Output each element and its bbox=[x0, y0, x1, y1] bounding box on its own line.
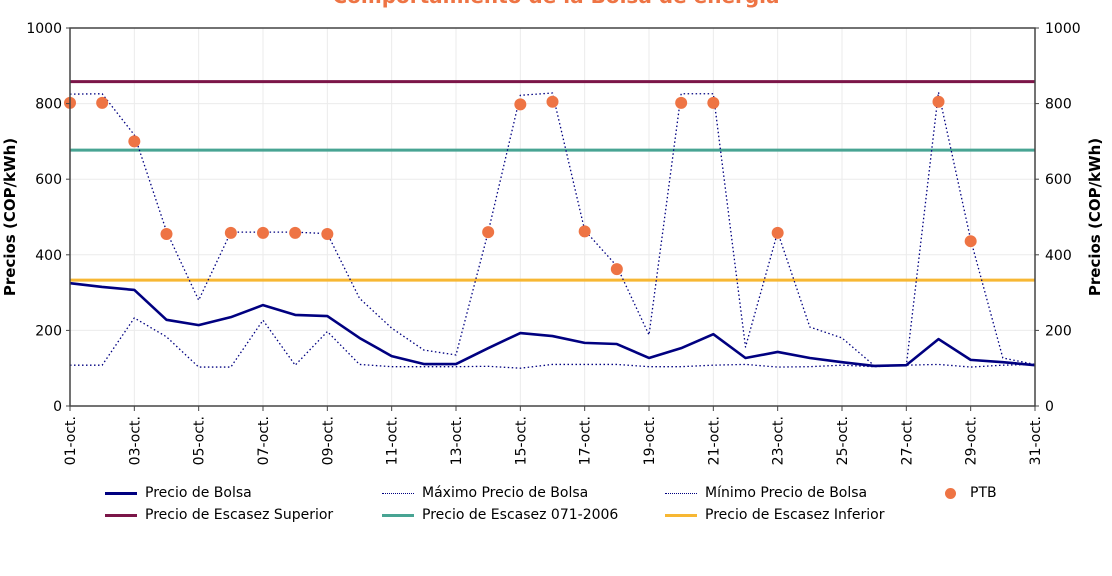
legend-label: Máximo Precio de Bolsa bbox=[422, 485, 589, 501]
y-tick-label: 1000 bbox=[26, 21, 62, 37]
x-tick-label: 01-oct. bbox=[63, 416, 79, 465]
legend-label: Mínimo Precio de Bolsa bbox=[705, 485, 868, 501]
grid bbox=[69, 27, 1036, 407]
x-tick-label: 25-oct. bbox=[835, 416, 851, 465]
x-tick-label: 19-oct. bbox=[642, 416, 658, 465]
y-axis-label-left: Precios (COP/kWh) bbox=[1, 138, 19, 296]
series-lines bbox=[69, 91, 1036, 369]
x-tick-label: 23-oct. bbox=[771, 416, 787, 465]
ptb-points bbox=[64, 95, 977, 276]
legend-item-escasez-superior: Precio de Escasez Superior bbox=[105, 506, 333, 524]
y-tick-label: 1000 bbox=[1045, 21, 1081, 37]
legend-item-escasez-071-2006: Precio de Escasez 071-2006 bbox=[382, 506, 618, 524]
legend-swatch bbox=[105, 513, 137, 517]
y-axis-label-right: Precios (COP/kWh) bbox=[1086, 138, 1104, 296]
y-tick-label: 600 bbox=[1045, 172, 1072, 188]
ptb-point bbox=[257, 226, 269, 239]
legend-swatch bbox=[382, 513, 414, 517]
series-line-minimo-precio-de-bolsa bbox=[70, 317, 1036, 369]
ptb-point bbox=[482, 226, 495, 239]
x-tick-label: 03-oct. bbox=[127, 416, 143, 465]
legend-label: PTB bbox=[970, 485, 997, 501]
legend-label: Precio de Bolsa bbox=[145, 485, 252, 501]
legend-swatch bbox=[665, 492, 697, 494]
chart-title: Comportamiento de la Bolsa de energía bbox=[332, 0, 779, 8]
ptb-point bbox=[96, 96, 109, 109]
reference-lines bbox=[70, 80, 1035, 282]
ptb-point bbox=[578, 225, 591, 238]
x-tick-label: 29-oct. bbox=[964, 416, 980, 465]
ptb-point bbox=[771, 226, 784, 239]
legend-item-precio-bolsa: Precio de Bolsa bbox=[105, 484, 252, 502]
series-line-maximo-precio-de-bolsa bbox=[69, 91, 1036, 367]
x-tick-label: 07-oct. bbox=[256, 416, 272, 465]
y-axis-left: 0 200 400 600 800 1000 bbox=[26, 21, 70, 415]
y-tick-label: 0 bbox=[1045, 399, 1054, 415]
y-tick-label: 200 bbox=[1045, 323, 1072, 339]
y-tick-label: 0 bbox=[53, 399, 62, 415]
ptb-point bbox=[675, 96, 688, 109]
ptb-point bbox=[224, 226, 237, 239]
series-line-precio-de-bolsa bbox=[69, 281, 1036, 368]
ptb-point bbox=[514, 98, 527, 111]
y-tick-label: 200 bbox=[35, 323, 62, 339]
legend-swatch bbox=[945, 487, 956, 499]
x-tick-label: 15-oct. bbox=[513, 416, 529, 465]
ptb-point bbox=[160, 228, 173, 241]
x-tick-label: 17-oct. bbox=[578, 416, 594, 465]
ptb-point bbox=[321, 228, 334, 241]
ptb-point bbox=[932, 95, 945, 108]
legend-swatch bbox=[665, 513, 697, 517]
ptb-point bbox=[128, 135, 141, 148]
plot-frame bbox=[69, 27, 1036, 407]
ptb-point bbox=[964, 235, 977, 248]
legend-swatch bbox=[105, 491, 137, 495]
legend-label: Precio de Escasez Inferior bbox=[705, 507, 885, 523]
ptb-point bbox=[610, 263, 623, 276]
legend-item-maximo: Máximo Precio de Bolsa bbox=[382, 484, 588, 502]
x-axis: 01-oct. 03-oct. 05-oct. 07-oct. 09-oct. 11-oc… bbox=[63, 406, 1044, 465]
x-tick-label: 27-oct. bbox=[899, 416, 915, 465]
y-tick-label: 400 bbox=[35, 248, 62, 264]
ptb-point bbox=[707, 96, 720, 109]
x-tick-label: 13-oct. bbox=[449, 416, 465, 465]
y-tick-label: 800 bbox=[1045, 97, 1072, 113]
legend-label: Precio de Escasez 071-2006 bbox=[422, 507, 619, 523]
legend-label: Precio de Escasez Superior bbox=[145, 507, 334, 523]
y-axis-right: 0 200 400 600 800 1000 bbox=[1035, 21, 1081, 415]
x-tick-label: 11-oct. bbox=[385, 416, 401, 465]
x-tick-label: 31-oct. bbox=[1028, 416, 1044, 465]
x-tick-label: 21-oct. bbox=[706, 416, 722, 465]
legend-item-ptb: PTB bbox=[935, 484, 997, 502]
legend-item-minimo: Mínimo Precio de Bolsa bbox=[665, 484, 867, 502]
x-tick-label: 05-oct. bbox=[192, 416, 208, 465]
ptb-point bbox=[289, 226, 302, 239]
legend-item-escasez-inferior: Precio de Escasez Inferior bbox=[665, 506, 884, 524]
y-tick-label: 400 bbox=[1045, 248, 1072, 264]
y-tick-label: 800 bbox=[35, 97, 62, 113]
ptb-point bbox=[546, 95, 559, 108]
legend-swatch bbox=[382, 492, 414, 494]
x-tick-label: 09-oct. bbox=[320, 416, 336, 465]
y-tick-label: 600 bbox=[35, 172, 62, 188]
